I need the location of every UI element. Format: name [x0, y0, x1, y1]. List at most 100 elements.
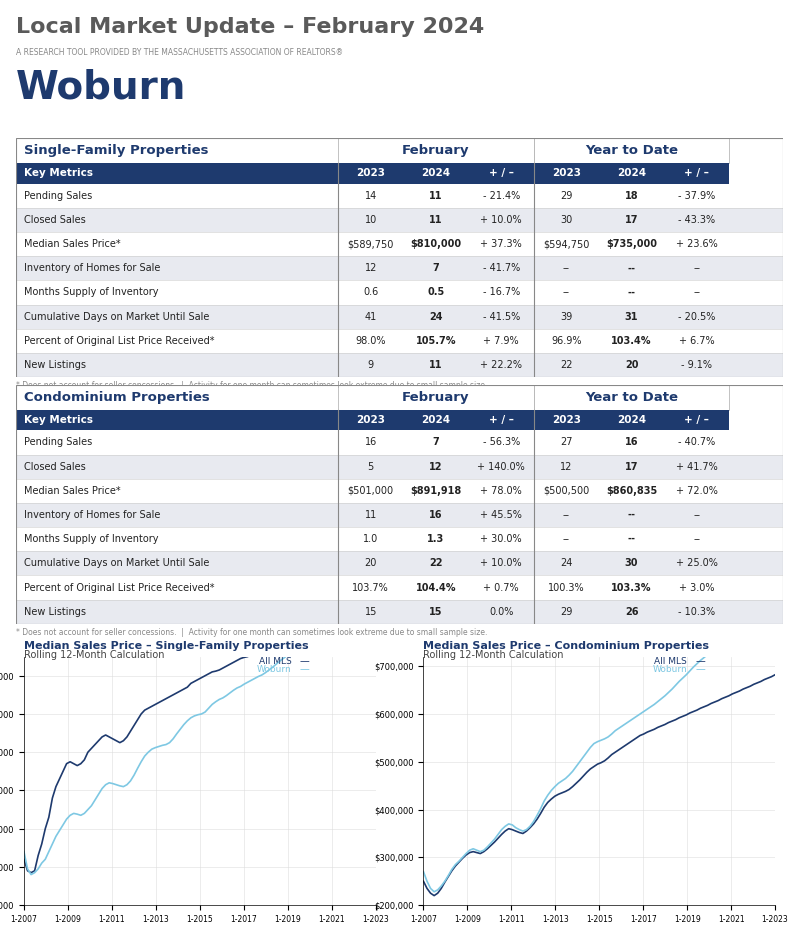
Text: + 78.0%: + 78.0% — [480, 486, 522, 496]
Text: 98.0%: 98.0% — [356, 336, 386, 346]
Text: —: — — [300, 656, 309, 666]
Bar — [16, 280, 783, 305]
Text: 10: 10 — [364, 215, 377, 225]
Text: --: -- — [562, 287, 570, 297]
Bar — [16, 410, 338, 431]
Text: Percent of Original List Price Received*: Percent of Original List Price Received* — [24, 582, 214, 593]
Text: 30: 30 — [625, 558, 638, 568]
Text: --: -- — [694, 264, 700, 273]
Text: $735,000: $735,000 — [606, 239, 657, 250]
Text: 22: 22 — [560, 360, 573, 370]
Text: + 0.7%: + 0.7% — [483, 582, 519, 593]
Text: 5: 5 — [368, 461, 374, 472]
Text: 100.3%: 100.3% — [548, 582, 585, 593]
Bar — [16, 575, 783, 599]
Bar — [16, 138, 338, 163]
Text: - 41.5%: - 41.5% — [483, 311, 520, 322]
Text: 103.3%: 103.3% — [611, 582, 652, 593]
Text: + 10.0%: + 10.0% — [480, 215, 522, 225]
Text: - 40.7%: - 40.7% — [678, 437, 715, 447]
Text: Key Metrics: Key Metrics — [24, 415, 93, 425]
Bar — [534, 138, 729, 163]
Text: 11: 11 — [429, 360, 443, 370]
Text: + 25.0%: + 25.0% — [676, 558, 718, 568]
Text: - 9.1%: - 9.1% — [682, 360, 712, 370]
Text: 9: 9 — [368, 360, 374, 370]
Text: New Listings: New Listings — [24, 360, 85, 370]
Text: Months Supply of Inventory: Months Supply of Inventory — [24, 287, 158, 297]
Text: $594,750: $594,750 — [543, 239, 590, 250]
Text: —: — — [300, 663, 309, 673]
Text: 15: 15 — [364, 607, 377, 616]
Text: --: -- — [627, 510, 635, 520]
Bar — [534, 163, 599, 184]
Bar — [16, 208, 783, 232]
Text: Median Sales Price – Single-Family Properties: Median Sales Price – Single-Family Prope… — [24, 641, 308, 651]
Text: --: -- — [627, 287, 635, 297]
Text: All MLS: All MLS — [259, 658, 292, 666]
Text: - 43.3%: - 43.3% — [678, 215, 715, 225]
Bar — [599, 410, 664, 431]
Text: + / –: + / – — [489, 168, 514, 178]
Text: Pending Sales: Pending Sales — [24, 437, 92, 447]
Text: Cumulative Days on Market Until Sale: Cumulative Days on Market Until Sale — [24, 558, 209, 568]
Text: 16: 16 — [625, 437, 638, 447]
Bar — [16, 385, 338, 410]
Text: Local Market Update – February 2024: Local Market Update – February 2024 — [16, 17, 484, 38]
Text: --: -- — [694, 510, 700, 520]
Text: + / –: + / – — [684, 168, 710, 178]
Text: - 16.7%: - 16.7% — [483, 287, 520, 297]
Text: A RESEARCH TOOL PROVIDED BY THE MASSACHUSETTS ASSOCIATION OF REALTORS®: A RESEARCH TOOL PROVIDED BY THE MASSACHU… — [16, 48, 343, 57]
Text: 29: 29 — [560, 190, 573, 201]
Text: 2024: 2024 — [617, 415, 646, 425]
Text: 12: 12 — [429, 461, 443, 472]
Text: $589,750: $589,750 — [348, 239, 394, 250]
Text: + 7.9%: + 7.9% — [483, 336, 519, 346]
Text: 2023: 2023 — [356, 415, 385, 425]
Text: 18: 18 — [625, 190, 638, 201]
Text: Rolling 12-Month Calculation: Rolling 12-Month Calculation — [423, 650, 564, 660]
Bar — [338, 385, 534, 410]
Text: 30: 30 — [560, 215, 572, 225]
Text: 27: 27 — [560, 437, 573, 447]
Text: —: — — [695, 663, 705, 673]
Text: $810,000: $810,000 — [411, 239, 462, 250]
Text: Year to Date: Year to Date — [585, 144, 678, 157]
Text: + 10.0%: + 10.0% — [480, 558, 522, 568]
Text: + 140.0%: + 140.0% — [477, 461, 525, 472]
Bar — [16, 503, 783, 527]
Text: 105.7%: 105.7% — [415, 336, 456, 346]
Text: - 10.3%: - 10.3% — [678, 607, 715, 616]
Bar — [534, 385, 729, 410]
Text: Key Metrics: Key Metrics — [24, 168, 93, 178]
Text: $501,000: $501,000 — [348, 486, 394, 496]
Text: $860,835: $860,835 — [606, 486, 657, 496]
Text: 24: 24 — [560, 558, 573, 568]
Text: - 20.5%: - 20.5% — [678, 311, 715, 322]
Text: * Does not account for seller concessions.  |  Activity for one month can someti: * Does not account for seller concession… — [16, 628, 487, 637]
Text: + 37.3%: + 37.3% — [480, 239, 522, 250]
Text: 24: 24 — [429, 311, 443, 322]
Bar — [16, 184, 783, 208]
Text: 2024: 2024 — [421, 415, 451, 425]
Text: 15: 15 — [429, 607, 443, 616]
Bar — [338, 138, 534, 163]
Text: 17: 17 — [625, 461, 638, 472]
Bar — [16, 305, 783, 328]
Text: Median Sales Price*: Median Sales Price* — [24, 239, 121, 250]
Bar — [16, 527, 783, 552]
Text: * Does not account for seller concessions.  |  Activity for one month can someti: * Does not account for seller concession… — [16, 381, 487, 390]
Text: + / –: + / – — [684, 415, 710, 425]
Text: --: -- — [694, 287, 700, 297]
Bar — [403, 163, 468, 184]
Text: 1.3: 1.3 — [427, 534, 444, 544]
Text: 2023: 2023 — [356, 168, 385, 178]
Text: 14: 14 — [364, 190, 377, 201]
Text: Months Supply of Inventory: Months Supply of Inventory — [24, 534, 158, 544]
Text: 12: 12 — [364, 264, 377, 273]
Text: 7: 7 — [432, 437, 439, 447]
Text: February: February — [402, 144, 470, 157]
Text: 0.6: 0.6 — [363, 287, 379, 297]
Text: - 37.9%: - 37.9% — [678, 190, 715, 201]
Text: 20: 20 — [364, 558, 377, 568]
